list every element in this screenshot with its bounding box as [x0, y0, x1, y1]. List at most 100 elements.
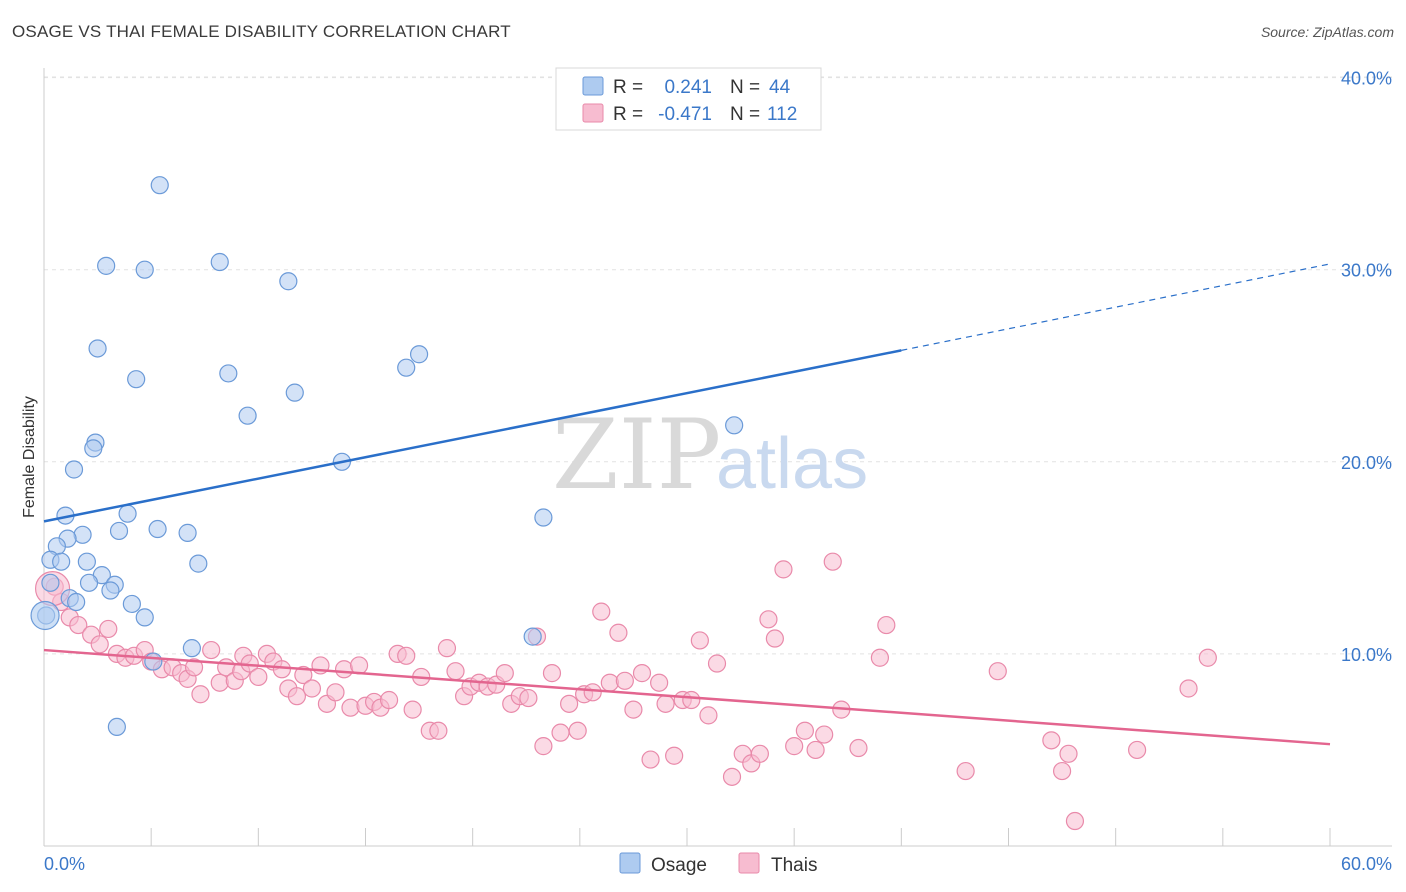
osage-point [73, 525, 92, 544]
thai-point [624, 700, 643, 719]
osage-point [219, 364, 238, 383]
x-ticks [43, 828, 1331, 846]
bottom-legend-thai: Thais [771, 855, 817, 876]
osage-point [523, 627, 542, 646]
legend-thai-n-label: N = [730, 104, 760, 125]
x-tick-label-max: 60.0% [1341, 854, 1392, 874]
trendlines [43, 263, 1331, 746]
thai-point [495, 664, 514, 683]
osage-point [178, 523, 197, 542]
y-tick-label: 30.0% [1341, 261, 1392, 281]
thai-point [446, 662, 465, 681]
thai-point [429, 721, 448, 740]
thai-point [682, 690, 701, 710]
osage-point [79, 573, 99, 592]
thai-point [600, 673, 619, 692]
thai-point [1065, 811, 1085, 831]
thai-point [1179, 679, 1198, 698]
legend-thai-n-value: 112 [767, 104, 797, 125]
thai-point [690, 631, 709, 650]
thai-point [849, 738, 868, 758]
thai-point [641, 750, 660, 769]
legend-swatch-osage [582, 76, 604, 96]
osage-point [189, 554, 208, 573]
chart-title: OSAGE VS THAI FEMALE DISABILITY CORRELAT… [12, 22, 511, 41]
x-tick-label-min: 0.0% [44, 854, 85, 874]
legend-osage-r-value: 0.241 [664, 77, 712, 98]
thai-point [615, 671, 634, 690]
osage-point [144, 652, 163, 671]
thai-point [519, 688, 538, 708]
thai-point [1052, 761, 1072, 781]
thai-point [551, 723, 570, 742]
thai-point [184, 658, 204, 677]
thai-point [287, 687, 307, 706]
thai-point [99, 619, 118, 639]
thai-point [759, 610, 778, 629]
thai-point [560, 694, 579, 713]
thai-point [437, 639, 457, 658]
thai-point [202, 640, 221, 660]
osage-point [409, 345, 429, 364]
osage-cluster-point [30, 600, 60, 631]
osage-point [534, 508, 553, 527]
thai-point [870, 648, 890, 667]
osage-point [397, 358, 416, 377]
osage-point [725, 416, 744, 435]
thai-point [774, 560, 793, 579]
thai-point [272, 660, 292, 679]
osage-point [122, 594, 141, 614]
thai-point [349, 656, 369, 675]
thai-point [249, 667, 268, 687]
osage-points [30, 176, 744, 736]
bottom-legend: Osage Thais [619, 852, 817, 876]
osage-point [135, 260, 154, 279]
thai-point [69, 615, 88, 635]
osage-point [77, 552, 96, 571]
thai-point [397, 646, 416, 665]
osage-point [182, 639, 201, 658]
thai-point [1127, 740, 1147, 760]
thai-point [294, 665, 313, 685]
thai-point [542, 664, 562, 683]
osage-trendline [43, 349, 902, 523]
osage-point [127, 370, 146, 389]
osage-point [135, 608, 154, 627]
osage-point [97, 256, 116, 275]
thai-trendline [43, 648, 1331, 746]
thai-point [650, 673, 669, 692]
osage-point [238, 406, 257, 425]
bottom-legend-swatch-osage [619, 852, 641, 874]
thai-point [707, 654, 727, 673]
legend: R = 0.241 N = 44 R = -0.471 N = 112 [555, 67, 822, 131]
thai-point [379, 690, 399, 710]
y-tick-label: 10.0% [1341, 645, 1392, 665]
y-tick-labels: 10.0% 20.0% 30.0% 40.0% [1341, 69, 1392, 665]
thai-point [806, 740, 825, 760]
thai-point [699, 706, 718, 725]
osage-trendline-extension [901, 263, 1331, 351]
legend-osage-n-label: N = [730, 77, 760, 98]
thai-point [334, 660, 354, 679]
y-tick-label: 20.0% [1341, 453, 1392, 473]
thai-point [956, 761, 975, 781]
legend-osage-n-value: 44 [769, 77, 791, 98]
legend-thai-r-label: R = [613, 104, 643, 125]
thai-point [823, 552, 842, 571]
osage-point [210, 252, 229, 272]
osage-point [64, 460, 84, 479]
thai-point [656, 694, 675, 713]
thai-point [988, 662, 1007, 681]
thai-point [665, 746, 684, 765]
osage-point [118, 504, 137, 523]
thai-point [592, 602, 611, 621]
thai-points [34, 552, 1217, 831]
thai-point [765, 629, 784, 648]
thai-point [632, 664, 652, 683]
thai-point [341, 698, 360, 717]
osage-point [285, 383, 304, 402]
watermark-atlas: atlas [716, 424, 868, 504]
legend-osage-r-label: R = [613, 77, 643, 98]
y-tick-label: 40.0% [1341, 69, 1392, 89]
